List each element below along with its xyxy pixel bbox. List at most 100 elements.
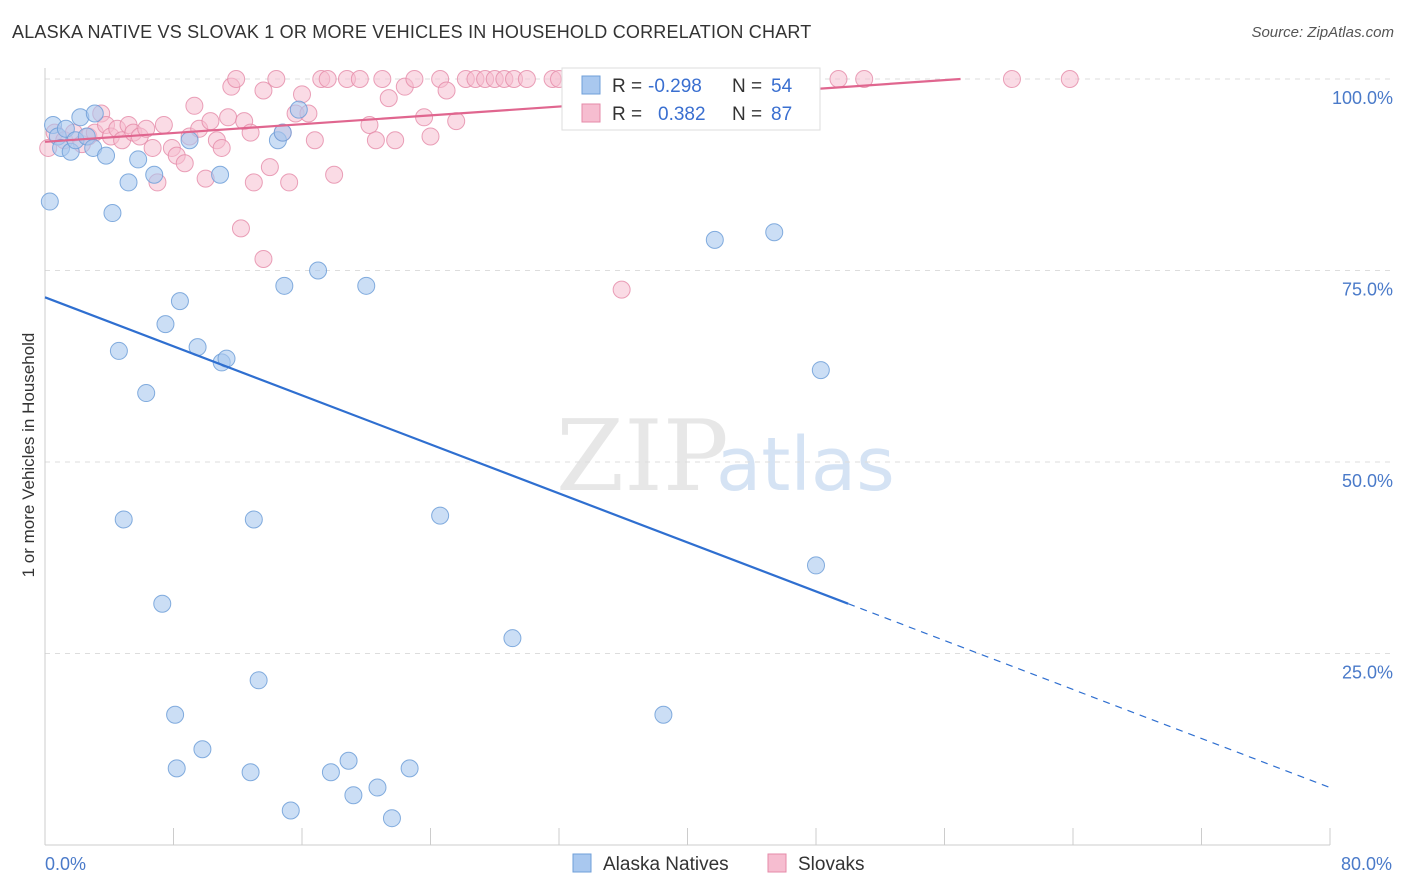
slovak-point-18: [154, 115, 173, 134]
slovak-point-46: [325, 165, 344, 184]
series-legend: Alaska Natives Slovaks: [572, 853, 865, 875]
alaska-native-point-16: [156, 315, 175, 334]
alaska-native-point-11: [97, 146, 116, 165]
alaska-native-point-42: [654, 705, 673, 724]
x-tick-label-left: 0.0%: [45, 854, 86, 874]
alaska-native-point-29: [275, 276, 294, 295]
alaska-native-point-38: [503, 629, 522, 648]
alaska-native-point-48: [400, 759, 419, 778]
slovak-point-52: [379, 89, 398, 108]
slovak-point-45: [318, 70, 337, 88]
alaska-native-point-14: [129, 150, 148, 169]
slovak-point-39: [280, 173, 299, 192]
legend-r-value-1: -0.298: [648, 76, 702, 97]
slovak-point-81: [829, 70, 848, 88]
alaska-native-point-37: [431, 506, 450, 525]
alaska-native-point-15: [145, 165, 164, 184]
alaska-native-point-19: [180, 131, 199, 150]
grid-lines: [45, 78, 1392, 654]
alaska-native-point-40: [249, 671, 268, 690]
slovak-point-51: [373, 70, 392, 88]
slovak-point-23: [185, 96, 204, 115]
alaska-native-point-41: [166, 705, 185, 724]
legend-r-label-1: R =: [612, 76, 647, 97]
alaska-native-point-23: [109, 341, 128, 360]
alaska-native-point-43: [193, 740, 212, 759]
alaska-natives-trend-line: [44, 296, 849, 605]
alaska-native-point-47: [339, 751, 358, 770]
series-legend-swatch-blue: [572, 853, 592, 873]
slovak-point-48: [350, 70, 369, 88]
slovak-point-36: [260, 158, 279, 177]
slovak-point-43: [305, 131, 324, 150]
alaska-native-point-51: [281, 801, 300, 820]
alaska-native-point-44: [167, 759, 186, 778]
alaska-native-point-26: [244, 510, 263, 529]
legend-n-label-2: N =: [732, 104, 767, 125]
slovak-point-37: [267, 70, 286, 88]
legend-n-label-1: N =: [732, 76, 767, 97]
legend-swatch-pink: [581, 103, 601, 123]
tick-labels: 100.0% 75.0% 50.0% 25.0% 0.0% 80.0%: [45, 88, 1393, 874]
legend-n-value-2: 87: [771, 104, 792, 125]
alaska-native-point-17: [170, 292, 189, 311]
alaska-native-point-13: [119, 173, 138, 192]
series-legend-label-blue: Alaska Natives: [603, 854, 729, 875]
alaska-native-point-49: [344, 786, 363, 805]
y-axis-label: 1 or more Vehicles in Household: [19, 333, 38, 578]
series-legend-label-pink: Slovaks: [798, 854, 865, 875]
chart-title: ALASKA NATIVE VS SLOVAK 1 OR MORE VEHICL…: [12, 22, 812, 42]
slovak-point-31: [227, 70, 246, 88]
alaska-native-point-10: [85, 104, 104, 123]
alaska-native-point-35: [811, 361, 830, 380]
alaska-native-point-25: [114, 510, 133, 529]
alaska-native-point-30: [289, 100, 308, 119]
alaska-native-point-24: [137, 384, 156, 403]
slovak-point-84: [1060, 70, 1079, 88]
slovak-point-29: [219, 108, 238, 127]
legend-r-value-2: 0.382: [658, 104, 706, 125]
alaska-native-point-4: [56, 119, 75, 138]
slovak-point-85: [231, 219, 250, 238]
alaska-natives-trend-extension: [847, 603, 1331, 789]
alaska-native-point-34: [765, 223, 784, 242]
slovak-point-57: [421, 127, 440, 146]
y-tick-label-0: 100.0%: [1332, 88, 1393, 108]
legend-swatch-blue: [581, 75, 601, 95]
y-tick-label-3: 25.0%: [1342, 663, 1393, 683]
alaska-native-point-39: [153, 594, 172, 613]
slovaks-points: [39, 70, 1079, 299]
slovak-point-28: [212, 138, 231, 157]
series-legend-swatch-pink: [767, 853, 787, 873]
watermark-zip: ZIP: [556, 400, 729, 514]
x-tick-label-right: 80.0%: [1341, 854, 1392, 874]
alaska-native-point-36: [807, 556, 825, 575]
slovak-point-87: [612, 280, 631, 299]
slovak-point-55: [405, 70, 424, 88]
legend-n-value-1: 54: [771, 76, 793, 97]
alaska-native-point-28: [273, 123, 292, 142]
y-tick-label-2: 50.0%: [1342, 471, 1393, 491]
slovak-point-53: [386, 131, 405, 150]
alaska-native-point-32: [357, 276, 376, 295]
slovak-point-35: [254, 81, 273, 100]
slovak-point-60: [447, 112, 466, 131]
slovak-point-26: [201, 112, 220, 131]
slovak-point-59: [437, 81, 456, 100]
alaska-native-point-46: [321, 763, 340, 782]
slovak-point-83: [1002, 70, 1021, 88]
slovak-point-16: [143, 138, 162, 157]
alaska-native-point-12: [103, 204, 122, 223]
slovak-point-21: [175, 154, 194, 173]
y-tick-label-1: 75.0%: [1342, 280, 1393, 300]
slovaks-trend-line: [44, 77, 961, 143]
legend-r-label-2: R =: [612, 104, 647, 125]
alaska-native-point-0: [40, 192, 59, 211]
alaska-native-point-31: [309, 261, 328, 280]
slovak-point-41: [293, 85, 311, 104]
slovak-point-82: [855, 70, 874, 88]
alaska-native-point-33: [705, 230, 724, 249]
slovak-point-67: [517, 70, 536, 88]
axes: [44, 68, 1331, 846]
